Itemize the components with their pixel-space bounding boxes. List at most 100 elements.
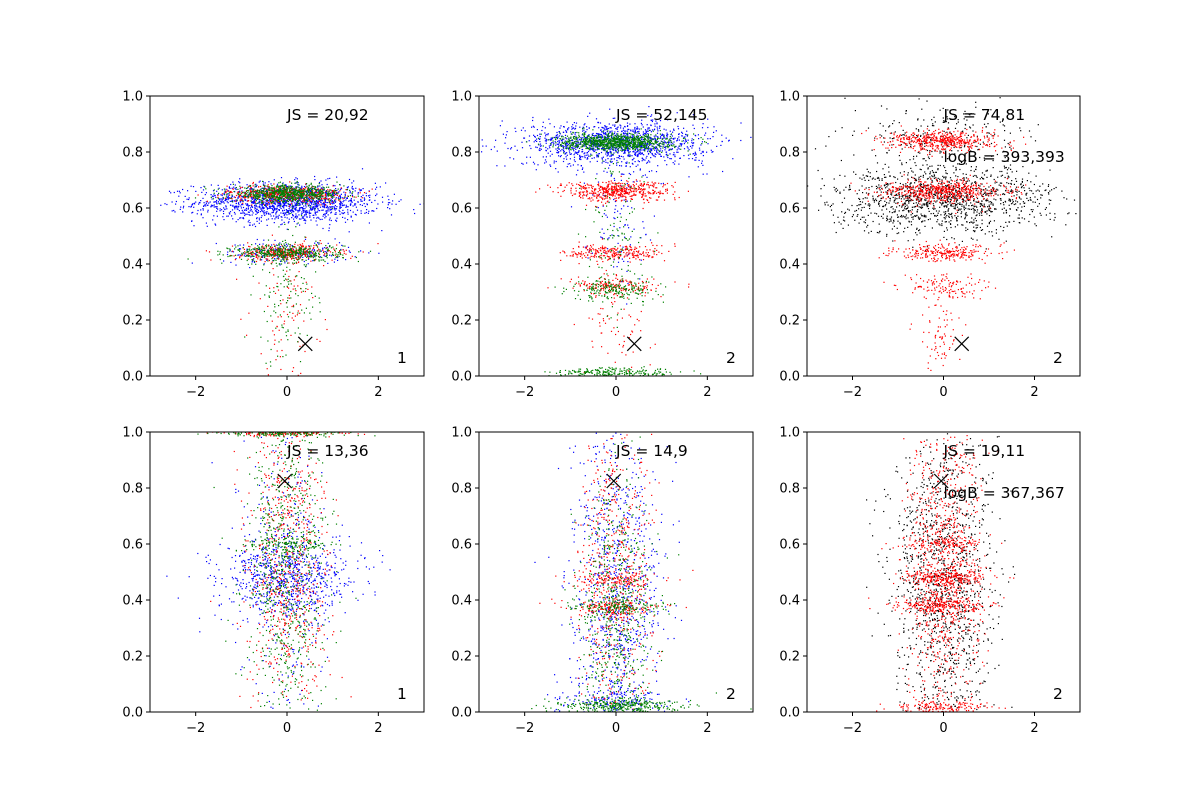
data-point [288, 262, 290, 264]
data-point [335, 192, 338, 194]
data-point [571, 147, 573, 149]
data-point [235, 200, 237, 202]
data-point [262, 269, 264, 271]
data-point [237, 202, 240, 205]
data-point [333, 202, 335, 204]
data-point [254, 204, 256, 206]
data-point [686, 146, 688, 148]
data-point [646, 155, 648, 157]
data-point [375, 194, 377, 197]
data-point [213, 206, 215, 208]
data-point [293, 252, 295, 254]
data-point [286, 200, 288, 202]
data-point [309, 253, 311, 255]
data-point [235, 187, 237, 189]
data-point [301, 189, 303, 191]
data-point [283, 252, 285, 254]
data-point [678, 136, 680, 138]
data-point [264, 253, 266, 255]
data-point [238, 193, 240, 195]
data-point [308, 299, 310, 301]
data-point [304, 218, 306, 220]
data-point [291, 209, 293, 211]
data-point [316, 250, 318, 252]
data-point [304, 208, 306, 210]
data-point [603, 133, 605, 135]
data-point [171, 210, 173, 212]
data-point [256, 192, 258, 194]
data-point [279, 314, 281, 316]
data-point [302, 207, 304, 209]
data-point [200, 209, 202, 211]
data-point [280, 339, 282, 341]
data-point [180, 206, 182, 208]
data-point [320, 199, 322, 202]
data-point [330, 200, 332, 202]
data-point [277, 217, 279, 219]
data-point [271, 190, 273, 192]
data-point [679, 157, 681, 159]
data-point [277, 215, 279, 217]
data-point [214, 201, 216, 203]
data-point [277, 249, 279, 251]
data-point [231, 187, 233, 189]
data-point [574, 133, 576, 135]
data-point [309, 200, 311, 202]
data-point [174, 211, 176, 213]
data-point [267, 197, 269, 199]
data-point [579, 142, 582, 144]
data-point [649, 149, 651, 151]
data-point [251, 201, 254, 203]
data-point [283, 203, 285, 206]
data-point [322, 187, 324, 189]
data-point [320, 193, 322, 195]
data-point [293, 206, 295, 208]
data-point [664, 149, 666, 151]
data-point [623, 152, 625, 154]
data-point [610, 127, 612, 129]
data-point [614, 124, 616, 126]
data-point [629, 166, 631, 168]
data-point [654, 123, 656, 125]
data-point [292, 234, 294, 237]
data-point [637, 155, 639, 158]
data-point [627, 128, 629, 130]
data-point [234, 191, 236, 193]
data-point [224, 191, 226, 193]
data-point [267, 253, 269, 256]
data-point [322, 248, 324, 250]
data-point [601, 136, 603, 138]
data-point [282, 249, 284, 251]
data-point [340, 206, 342, 208]
data-point [282, 257, 284, 259]
data-point [270, 188, 272, 190]
data-point [279, 202, 281, 205]
data-point [294, 207, 297, 209]
data-point [390, 214, 393, 216]
data-point [650, 144, 652, 146]
data-point [305, 247, 307, 250]
data-point [273, 251, 275, 253]
data-point [230, 254, 232, 257]
data-point [568, 138, 570, 140]
data-point [207, 204, 209, 206]
data-point [591, 145, 593, 147]
data-point [239, 188, 241, 190]
data-point [298, 184, 300, 186]
data-point [242, 202, 244, 204]
data-point [257, 211, 259, 213]
data-point [282, 186, 284, 188]
data-point [620, 125, 622, 127]
data-point [263, 193, 265, 195]
data-point [282, 191, 284, 193]
data-point [553, 136, 556, 139]
data-point [328, 190, 330, 192]
data-point [646, 146, 648, 148]
data-point [681, 131, 683, 133]
data-point [304, 253, 306, 255]
data-point [654, 156, 656, 158]
data-point [297, 210, 299, 212]
data-point [283, 311, 285, 313]
data-point [279, 246, 281, 248]
data-point [618, 157, 620, 159]
